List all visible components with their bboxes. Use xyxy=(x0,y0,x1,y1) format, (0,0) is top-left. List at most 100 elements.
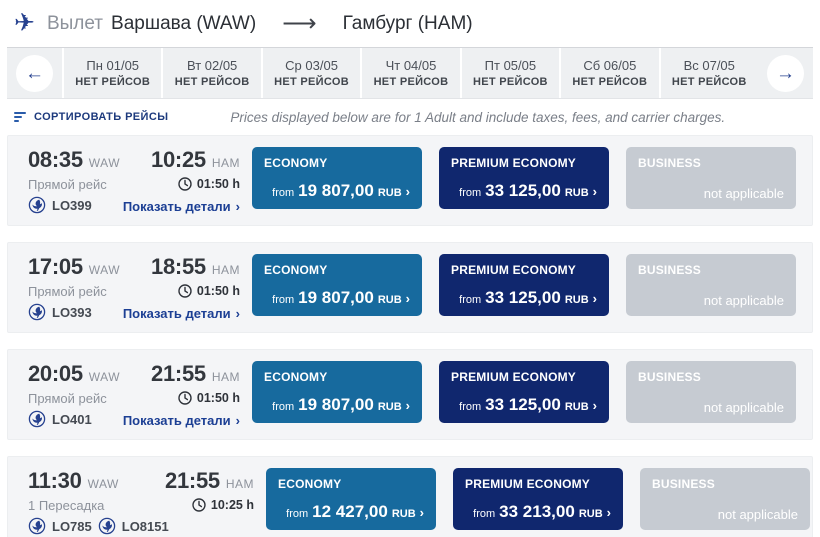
economy-price: 19 807,00 xyxy=(298,181,374,200)
departure-code: WAW xyxy=(87,477,119,491)
flight-row-lo785-lo8151: 11:30 WAW 1 Пересадка LO785 LO8151 21:55… xyxy=(7,456,813,537)
fare-buttons: ECONOMY from 12 427,00 RUB › PREMIUM ECONOM… xyxy=(266,468,810,537)
chevron-right-icon: › xyxy=(405,398,410,413)
flight-number: LO393 xyxy=(52,304,92,320)
date-label: Сб 06/05 xyxy=(583,58,637,73)
business-fare-button: BUSINESS not applicable xyxy=(626,254,796,316)
arrival-info: 21:55 HAM 01:50 h Показать детали › xyxy=(123,361,240,428)
arrival-time: 21:55 xyxy=(151,361,206,386)
departure-time: 20:05 xyxy=(28,361,83,386)
economy-price: 19 807,00 xyxy=(298,395,374,414)
arrow-left-icon: ← xyxy=(25,62,44,84)
premium-price: 33 125,00 xyxy=(485,181,561,200)
sort-flights-link[interactable]: СОРТИРОВАТЬ РЕЙСЫ xyxy=(34,111,169,123)
departure-time: 11:30 xyxy=(28,468,82,493)
arrival-time: 18:55 xyxy=(151,254,206,279)
date-status: НЕТ РЕЙСОВ xyxy=(75,76,151,88)
premium-economy-fare-button[interactable]: PREMIUM ECONOMY from 33 125,00 RUB › xyxy=(439,361,609,423)
clock-icon xyxy=(178,391,192,405)
arrival-time: 21:55 xyxy=(165,468,220,493)
lot-logo-icon xyxy=(28,196,46,214)
chevron-right-icon: › xyxy=(235,306,240,321)
economy-fare-button[interactable]: ECONOMY from 19 807,00 RUB › xyxy=(252,147,422,209)
flight-row-lo393: 17:05 WAW Прямой рейс LO393 18:55 HAM 01… xyxy=(7,242,813,333)
arrival-code: HAM xyxy=(211,156,240,170)
flight-number: LO785 xyxy=(52,518,92,534)
fare-buttons: ECONOMY from 19 807,00 RUB › PREMIUM ECONOM… xyxy=(252,361,796,428)
date-label: Чт 04/05 xyxy=(385,58,437,73)
arrival-code: HAM xyxy=(211,370,240,384)
date-cell-wed[interactable]: Ср 03/05 НЕТ РЕЙСОВ xyxy=(260,48,360,98)
date-status: НЕТ РЕЙСОВ xyxy=(373,76,449,88)
departure-info: 08:35 WAW Прямой рейс LO399 xyxy=(28,147,132,214)
date-label: Пт 05/05 xyxy=(484,58,537,73)
next-dates-button[interactable]: → xyxy=(766,54,804,92)
flight-type: Прямой рейс xyxy=(28,284,107,299)
not-applicable-label: not applicable xyxy=(703,293,784,308)
flight-row-lo401: 20:05 WAW Прямой рейс LO401 21:55 HAM 01… xyxy=(7,349,813,440)
clock-icon xyxy=(178,284,192,298)
flight-duration: 01:50 h xyxy=(178,284,240,298)
economy-fare-button[interactable]: ECONOMY from 19 807,00 RUB › xyxy=(252,361,422,423)
premium-price: 33 125,00 xyxy=(485,288,561,307)
depart-label: Вылет xyxy=(46,12,104,34)
show-details-link[interactable]: Показать детали› xyxy=(122,306,240,321)
economy-fare-button[interactable]: ECONOMY from 12 427,00 RUB › xyxy=(266,468,436,530)
destination-city: Гамбург (HAM) xyxy=(342,12,473,34)
price-notice: Prices displayed below are for 1 Adult a… xyxy=(230,109,726,125)
flight-type: Прямой рейс xyxy=(28,391,107,406)
premium-economy-fare-button[interactable]: PREMIUM ECONOMY from 33 125,00 RUB › xyxy=(439,254,609,316)
flight-duration: 10:25 h xyxy=(192,498,254,512)
date-cell-thu[interactable]: Чт 04/05 НЕТ РЕЙСОВ xyxy=(360,48,459,98)
flight-number: LO401 xyxy=(52,411,92,427)
arrival-info: 21:55 HAM 10:25 h Показать детали› xyxy=(137,468,254,537)
date-label: Вт 02/05 xyxy=(186,58,238,73)
economy-price: 19 807,00 xyxy=(298,288,374,307)
date-cell-sat[interactable]: Сб 06/05 НЕТ РЕЙСОВ xyxy=(559,48,658,98)
economy-fare-button[interactable]: ECONOMY from 19 807,00 RUB › xyxy=(252,254,422,316)
departure-info: 11:30 WAW 1 Пересадка LO785 LO8151 xyxy=(28,468,169,537)
sort-row: СОРТИРОВАТЬ РЕЙСЫ Prices displayed below… xyxy=(0,99,820,135)
arrival-code: HAM xyxy=(211,263,240,277)
date-cell-fri[interactable]: Пт 05/05 НЕТ РЕЙСОВ xyxy=(459,48,559,98)
arrival-code: HAM xyxy=(225,477,254,491)
show-details-link[interactable]: Показать детали› xyxy=(122,413,240,428)
chevron-right-icon: › xyxy=(405,184,410,199)
route-arrow-icon: ⟶ xyxy=(282,9,317,37)
flight-number: LO8151 xyxy=(121,518,169,534)
date-cell-mon[interactable]: Пн 01/05 НЕТ РЕЙСОВ xyxy=(62,48,161,98)
departure-time: 17:05 xyxy=(28,254,83,279)
arrow-right-icon: → xyxy=(775,62,795,84)
clock-icon xyxy=(192,498,206,512)
prev-dates-zone: ← xyxy=(7,48,62,98)
date-label: Вс 07/05 xyxy=(683,58,735,73)
chevron-right-icon: › xyxy=(250,534,254,537)
flight-duration: 01:50 h xyxy=(178,177,240,191)
premium-price: 33 213,00 xyxy=(499,502,575,521)
premium-economy-fare-button[interactable]: PREMIUM ECONOMY from 33 125,00 RUB › xyxy=(439,147,609,209)
show-details-link[interactable]: Показать детали› xyxy=(122,199,240,214)
date-status: НЕТ РЕЙСОВ xyxy=(671,76,747,88)
fare-buttons: ECONOMY from 19 807,00 RUB › PREMIUM ECONOM… xyxy=(252,147,796,214)
economy-price: 12 427,00 xyxy=(312,502,388,521)
not-applicable-label: not applicable xyxy=(703,186,784,201)
lot-logo-icon xyxy=(28,517,46,535)
date-cell-tue[interactable]: Вт 02/05 НЕТ РЕЙСОВ xyxy=(161,48,260,98)
lot-logo-icon xyxy=(28,410,46,428)
chevron-right-icon: › xyxy=(405,291,410,306)
fare-buttons: ECONOMY from 19 807,00 RUB › PREMIUM ECONOM… xyxy=(252,254,796,321)
not-applicable-label: not applicable xyxy=(717,507,798,522)
lot-logo-icon xyxy=(98,517,116,535)
departure-code: WAW xyxy=(88,370,121,384)
date-status: НЕТ РЕЙСОВ xyxy=(572,76,648,88)
plane-icon: ✈ xyxy=(14,9,35,37)
date-status: НЕТ РЕЙСОВ xyxy=(472,76,548,88)
business-fare-button: BUSINESS not applicable xyxy=(626,147,796,209)
prev-dates-button[interactable]: ← xyxy=(16,54,53,92)
date-cell-sun[interactable]: Вс 07/05 НЕТ РЕЙСОВ xyxy=(658,48,758,98)
flight-duration: 01:50 h xyxy=(178,391,240,405)
premium-price: 33 125,00 xyxy=(485,395,561,414)
chevron-right-icon: › xyxy=(592,398,597,413)
show-details-link[interactable]: Показать детали› xyxy=(137,534,254,537)
premium-economy-fare-button[interactable]: PREMIUM ECONOMY from 33 213,00 RUB › xyxy=(453,468,623,530)
